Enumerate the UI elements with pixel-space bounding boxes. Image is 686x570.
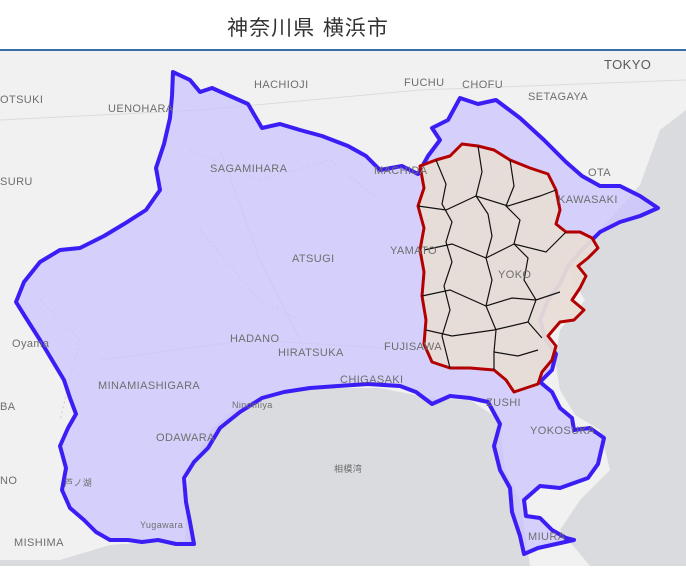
label-oyama: Oyama [12, 338, 50, 350]
label-otsuki: OTSUKI [0, 94, 43, 106]
label-fujisawa: FUJISAWA [384, 341, 442, 353]
label-uenohara: UENOHARA [108, 103, 174, 115]
label-ota: OTA [588, 167, 611, 179]
label-atsugi: ATSUGI [292, 253, 335, 265]
map-title: 神奈川県 横浜市 [227, 16, 389, 40]
map-header: 神奈川県 横浜市 [0, 0, 686, 51]
label-ninomiya: Ninomiya [232, 400, 273, 410]
label-yamato: YAMATO [390, 245, 437, 257]
label-tokyo: TOKYO [604, 57, 651, 72]
label-chofu: CHOFU [462, 79, 503, 91]
label-mishima: MISHIMA [14, 537, 64, 549]
label-minamiashigara: MINAMIASHIGARA [98, 380, 200, 392]
label-ashinoko: 芦ノ湖 [64, 478, 92, 488]
label-chigasaki: CHIGASAKI [340, 374, 404, 386]
label-machida: MACHIDA [374, 165, 428, 177]
label-fuchu: FUCHU [404, 77, 445, 89]
label-zushi: ZUSHI [486, 397, 521, 409]
map-svg[interactable]: TOKYO HACHIOJI FUCHU CHOFU SETAGAYA OTSU… [0, 51, 686, 566]
map-canvas[interactable]: TOKYO HACHIOJI FUCHU CHOFU SETAGAYA OTSU… [0, 51, 686, 566]
label-ba: BA [0, 401, 16, 413]
label-odawara: ODAWARA [156, 432, 215, 444]
label-yugawara: Yugawara [140, 520, 183, 530]
label-no: NO [0, 475, 17, 487]
header-divider [0, 49, 686, 51]
label-miura: MIURA [528, 531, 566, 543]
label-yoko: YOKO [498, 269, 531, 281]
label-hiratsuka: HIRATSUKA [278, 347, 344, 359]
label-setagaya: SETAGAYA [528, 91, 588, 103]
ward-boundaries [417, 145, 567, 370]
label-sagami-bay: 相模湾 [334, 463, 362, 474]
label-suru: SURU [0, 176, 33, 188]
label-hachioji: HACHIOJI [254, 79, 309, 91]
label-sagamihara: SAGAMIHARA [210, 163, 288, 175]
yokohama-city[interactable] [416, 142, 600, 394]
label-yokosuka: YOKOSUKA [530, 425, 595, 437]
label-kawasaki: KAWASAKI [558, 194, 618, 206]
sagami-bay [0, 388, 530, 566]
label-hadano: HADANO [230, 333, 280, 345]
tokyo-bay [555, 110, 686, 566]
